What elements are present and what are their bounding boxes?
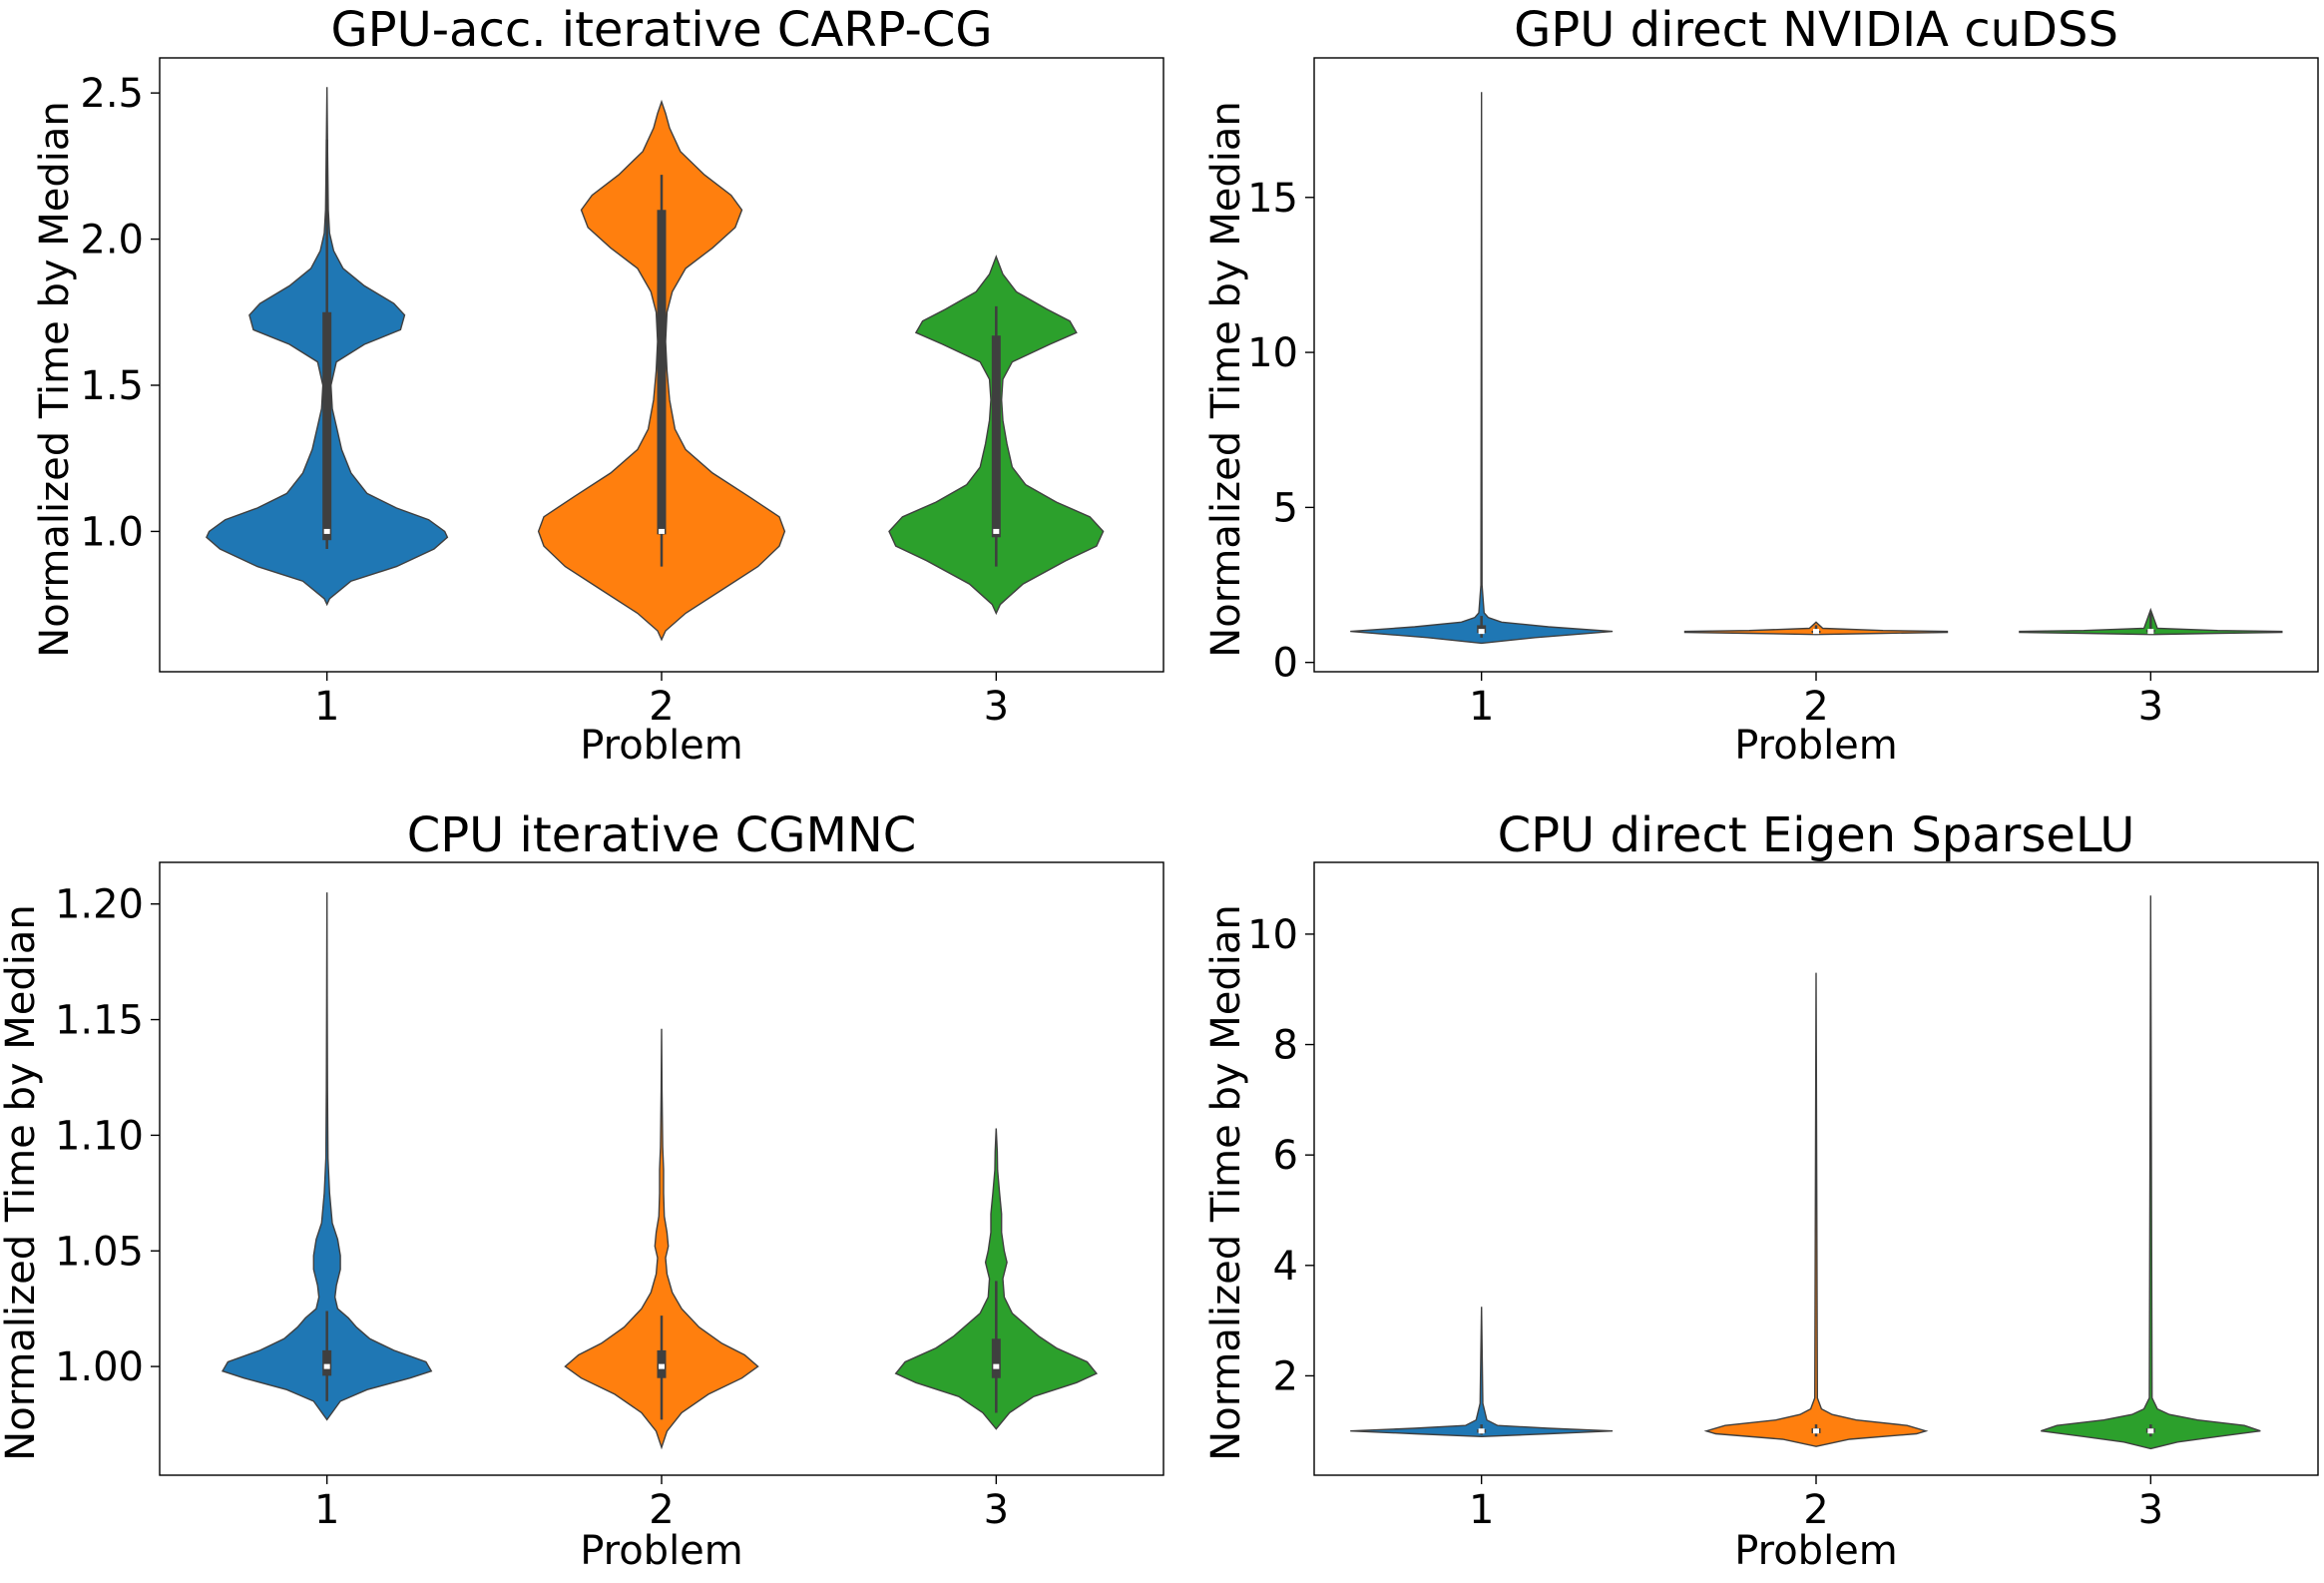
median-marker-2 [1813, 629, 1819, 635]
y-tick-label: 8 [1273, 1023, 1298, 1069]
median-marker-3 [993, 1363, 1000, 1369]
median-marker-2 [659, 1363, 665, 1369]
x-axis-label: Problem [1734, 723, 1898, 769]
plot-area: 1.0 1.5 2.0 2.5 1 2 3 [80, 57, 1164, 730]
x-tick-label: 3 [2138, 684, 2163, 730]
x-tick-label: 2 [649, 684, 674, 730]
iqr-box-3 [991, 1338, 1001, 1378]
median-marker-1 [323, 1363, 330, 1369]
x-tick-label: 3 [2138, 1487, 2163, 1533]
y-tick-label: 1.05 [55, 1229, 144, 1275]
y-tick-label: 2.0 [80, 218, 144, 264]
y-tick-label: 1.20 [55, 882, 144, 928]
y-tick-label: 1.0 [80, 509, 144, 555]
violin-3 [894, 1128, 1099, 1430]
x-tick-label: 1 [1469, 684, 1494, 730]
y-tick-label: 2 [1273, 1353, 1298, 1399]
y-tick-label: 1.15 [55, 998, 144, 1044]
y-tick-label: 10 [1247, 330, 1298, 376]
iqr-box-3 [991, 335, 1001, 538]
y-axis-label: Normalized Time by Median [1203, 101, 1249, 657]
plot-area: 1.00 1.05 1.10 1.15 1.20 1 2 3 [55, 861, 1164, 1533]
violin-1 [1350, 92, 1614, 645]
panel-gpu-cudss: GPU direct NVIDIA cuDSS Normalized Time … [1203, 2, 2319, 769]
x-tick-label: 3 [984, 1487, 1009, 1533]
violin-2 [1703, 972, 1929, 1447]
y-tick-label: 5 [1273, 485, 1298, 531]
x-axis-label: Problem [580, 1528, 743, 1574]
y-tick-label: 1.00 [55, 1344, 144, 1390]
y-tick-label: 0 [1273, 641, 1298, 687]
median-marker-1 [1478, 1428, 1485, 1434]
x-tick-label: 3 [984, 684, 1009, 730]
y-axis-label: Normalized Time by Median [0, 904, 44, 1460]
y-tick-label: 1.5 [80, 363, 144, 409]
median-marker-2 [659, 528, 665, 534]
iqr-box-2 [657, 210, 667, 535]
y-tick-label: 2.5 [80, 71, 144, 117]
x-tick-label: 1 [314, 684, 339, 730]
median-marker-3 [993, 528, 1000, 534]
violin-3 [2041, 895, 2261, 1450]
panel-cpu-sparselu: CPU direct Eigen SparseLU Normalized Tim… [1203, 807, 2319, 1574]
y-axis-label: Normalized Time by Median [32, 101, 78, 657]
y-tick-label: 6 [1273, 1133, 1298, 1179]
y-tick-label: 4 [1273, 1244, 1298, 1290]
median-marker-2 [1813, 1428, 1819, 1434]
x-tick-label: 2 [649, 1487, 674, 1533]
panel-gpu-carp-cg: GPU-acc. iterative CARP-CG Normalized Ti… [32, 2, 1164, 769]
x-tick-label: 2 [1803, 1487, 1828, 1533]
median-marker-3 [2147, 1428, 2154, 1434]
median-marker-3 [2147, 629, 2154, 635]
median-marker-1 [323, 528, 330, 534]
median-marker-1 [1478, 629, 1485, 635]
violin-1 [1350, 1307, 1614, 1438]
y-tick-label: 15 [1247, 176, 1298, 222]
panel-title: GPU direct NVIDIA cuDSS [1514, 2, 2118, 58]
y-tick-label: 10 [1247, 912, 1298, 958]
plot-area: 0 5 10 15 1 2 3 [1247, 57, 2319, 730]
y-tick-label: 1.10 [55, 1113, 144, 1159]
x-tick-label: 1 [1469, 1487, 1494, 1533]
x-axis-label: Problem [1734, 1528, 1898, 1574]
panel-title: GPU-acc. iterative CARP-CG [330, 2, 992, 58]
x-tick-label: 1 [314, 1487, 339, 1533]
x-axis-label: Problem [580, 723, 743, 769]
x-tick-label: 2 [1803, 684, 1828, 730]
panel-title: CPU iterative CGMNC [407, 807, 917, 863]
y-axis-label: Normalized Time by Median [1203, 904, 1249, 1460]
violin-2 [564, 1028, 759, 1450]
iqr-box-1 [322, 1349, 332, 1376]
violin-1 [221, 892, 433, 1421]
iqr-box-1 [322, 311, 332, 541]
panel-title: CPU direct Eigen SparseLU [1498, 807, 2135, 863]
panel-cpu-cgmnc: CPU iterative CGMNC Normalized Time by M… [0, 807, 1164, 1574]
